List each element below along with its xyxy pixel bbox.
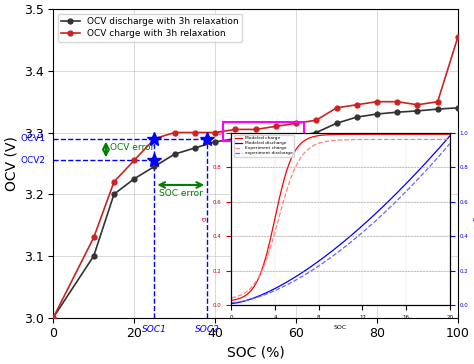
Bar <box>223 122 304 141</box>
OCV discharge with 3h relaxation <box>131 177 137 181</box>
OCV discharge with 3h relaxation <box>253 141 258 145</box>
OCV discharge with 3h relaxation <box>293 135 299 139</box>
OCV discharge with 3h relaxation <box>91 254 97 258</box>
OCV charge with 3h relaxation <box>273 124 279 128</box>
OCV discharge with 3h relaxation <box>374 112 380 116</box>
OCV discharge with 3h relaxation <box>455 106 461 110</box>
Text: OCV1: OCV1 <box>20 134 45 143</box>
OCV charge with 3h relaxation <box>192 130 198 135</box>
OCV charge with 3h relaxation <box>131 158 137 162</box>
OCV charge with 3h relaxation <box>415 103 420 107</box>
OCV discharge with 3h relaxation <box>233 136 238 141</box>
OCV discharge with 3h relaxation <box>415 109 420 113</box>
OCV charge with 3h relaxation <box>212 130 218 135</box>
OCV charge with 3h relaxation <box>374 99 380 104</box>
OCV discharge with 3h relaxation <box>435 107 440 111</box>
OCV charge with 3h relaxation <box>152 136 157 141</box>
OCV charge with 3h relaxation <box>394 99 400 104</box>
Text: SOC1: SOC1 <box>142 325 167 334</box>
OCV charge with 3h relaxation <box>172 130 178 135</box>
OCV charge with 3h relaxation <box>111 180 117 184</box>
OCV charge with 3h relaxation <box>455 35 461 39</box>
Line: OCV charge with 3h relaxation: OCV charge with 3h relaxation <box>51 35 460 320</box>
Y-axis label: OCV (V): OCV (V) <box>4 136 18 191</box>
OCV discharge with 3h relaxation <box>50 315 56 320</box>
OCV charge with 3h relaxation <box>253 127 258 132</box>
OCV charge with 3h relaxation <box>313 118 319 122</box>
OCV discharge with 3h relaxation <box>111 192 117 197</box>
OCV discharge with 3h relaxation <box>152 164 157 169</box>
OCV discharge with 3h relaxation <box>172 152 178 156</box>
OCV discharge with 3h relaxation <box>212 139 218 144</box>
Text: OCV2: OCV2 <box>20 156 45 165</box>
OCV discharge with 3h relaxation <box>192 146 198 150</box>
OCV discharge with 3h relaxation <box>354 115 360 119</box>
OCV discharge with 3h relaxation <box>334 121 339 126</box>
OCV discharge with 3h relaxation <box>394 110 400 114</box>
OCV charge with 3h relaxation <box>233 127 238 132</box>
OCV charge with 3h relaxation <box>354 103 360 107</box>
Text: SOC error: SOC error <box>159 189 203 198</box>
Legend: OCV discharge with 3h relaxation, OCV charge with 3h relaxation: OCV discharge with 3h relaxation, OCV ch… <box>58 14 242 41</box>
OCV charge with 3h relaxation <box>435 99 440 104</box>
OCV charge with 3h relaxation <box>334 106 339 110</box>
OCV discharge with 3h relaxation <box>313 130 319 135</box>
OCV charge with 3h relaxation <box>91 235 97 240</box>
OCV charge with 3h relaxation <box>293 121 299 126</box>
Text: SOC2: SOC2 <box>195 325 219 334</box>
OCV charge with 3h relaxation <box>50 315 56 320</box>
OCV discharge with 3h relaxation <box>273 138 279 142</box>
Text: OCV error: OCV error <box>110 143 154 151</box>
X-axis label: SOC (%): SOC (%) <box>227 346 284 360</box>
Line: OCV discharge with 3h relaxation: OCV discharge with 3h relaxation <box>51 106 460 320</box>
